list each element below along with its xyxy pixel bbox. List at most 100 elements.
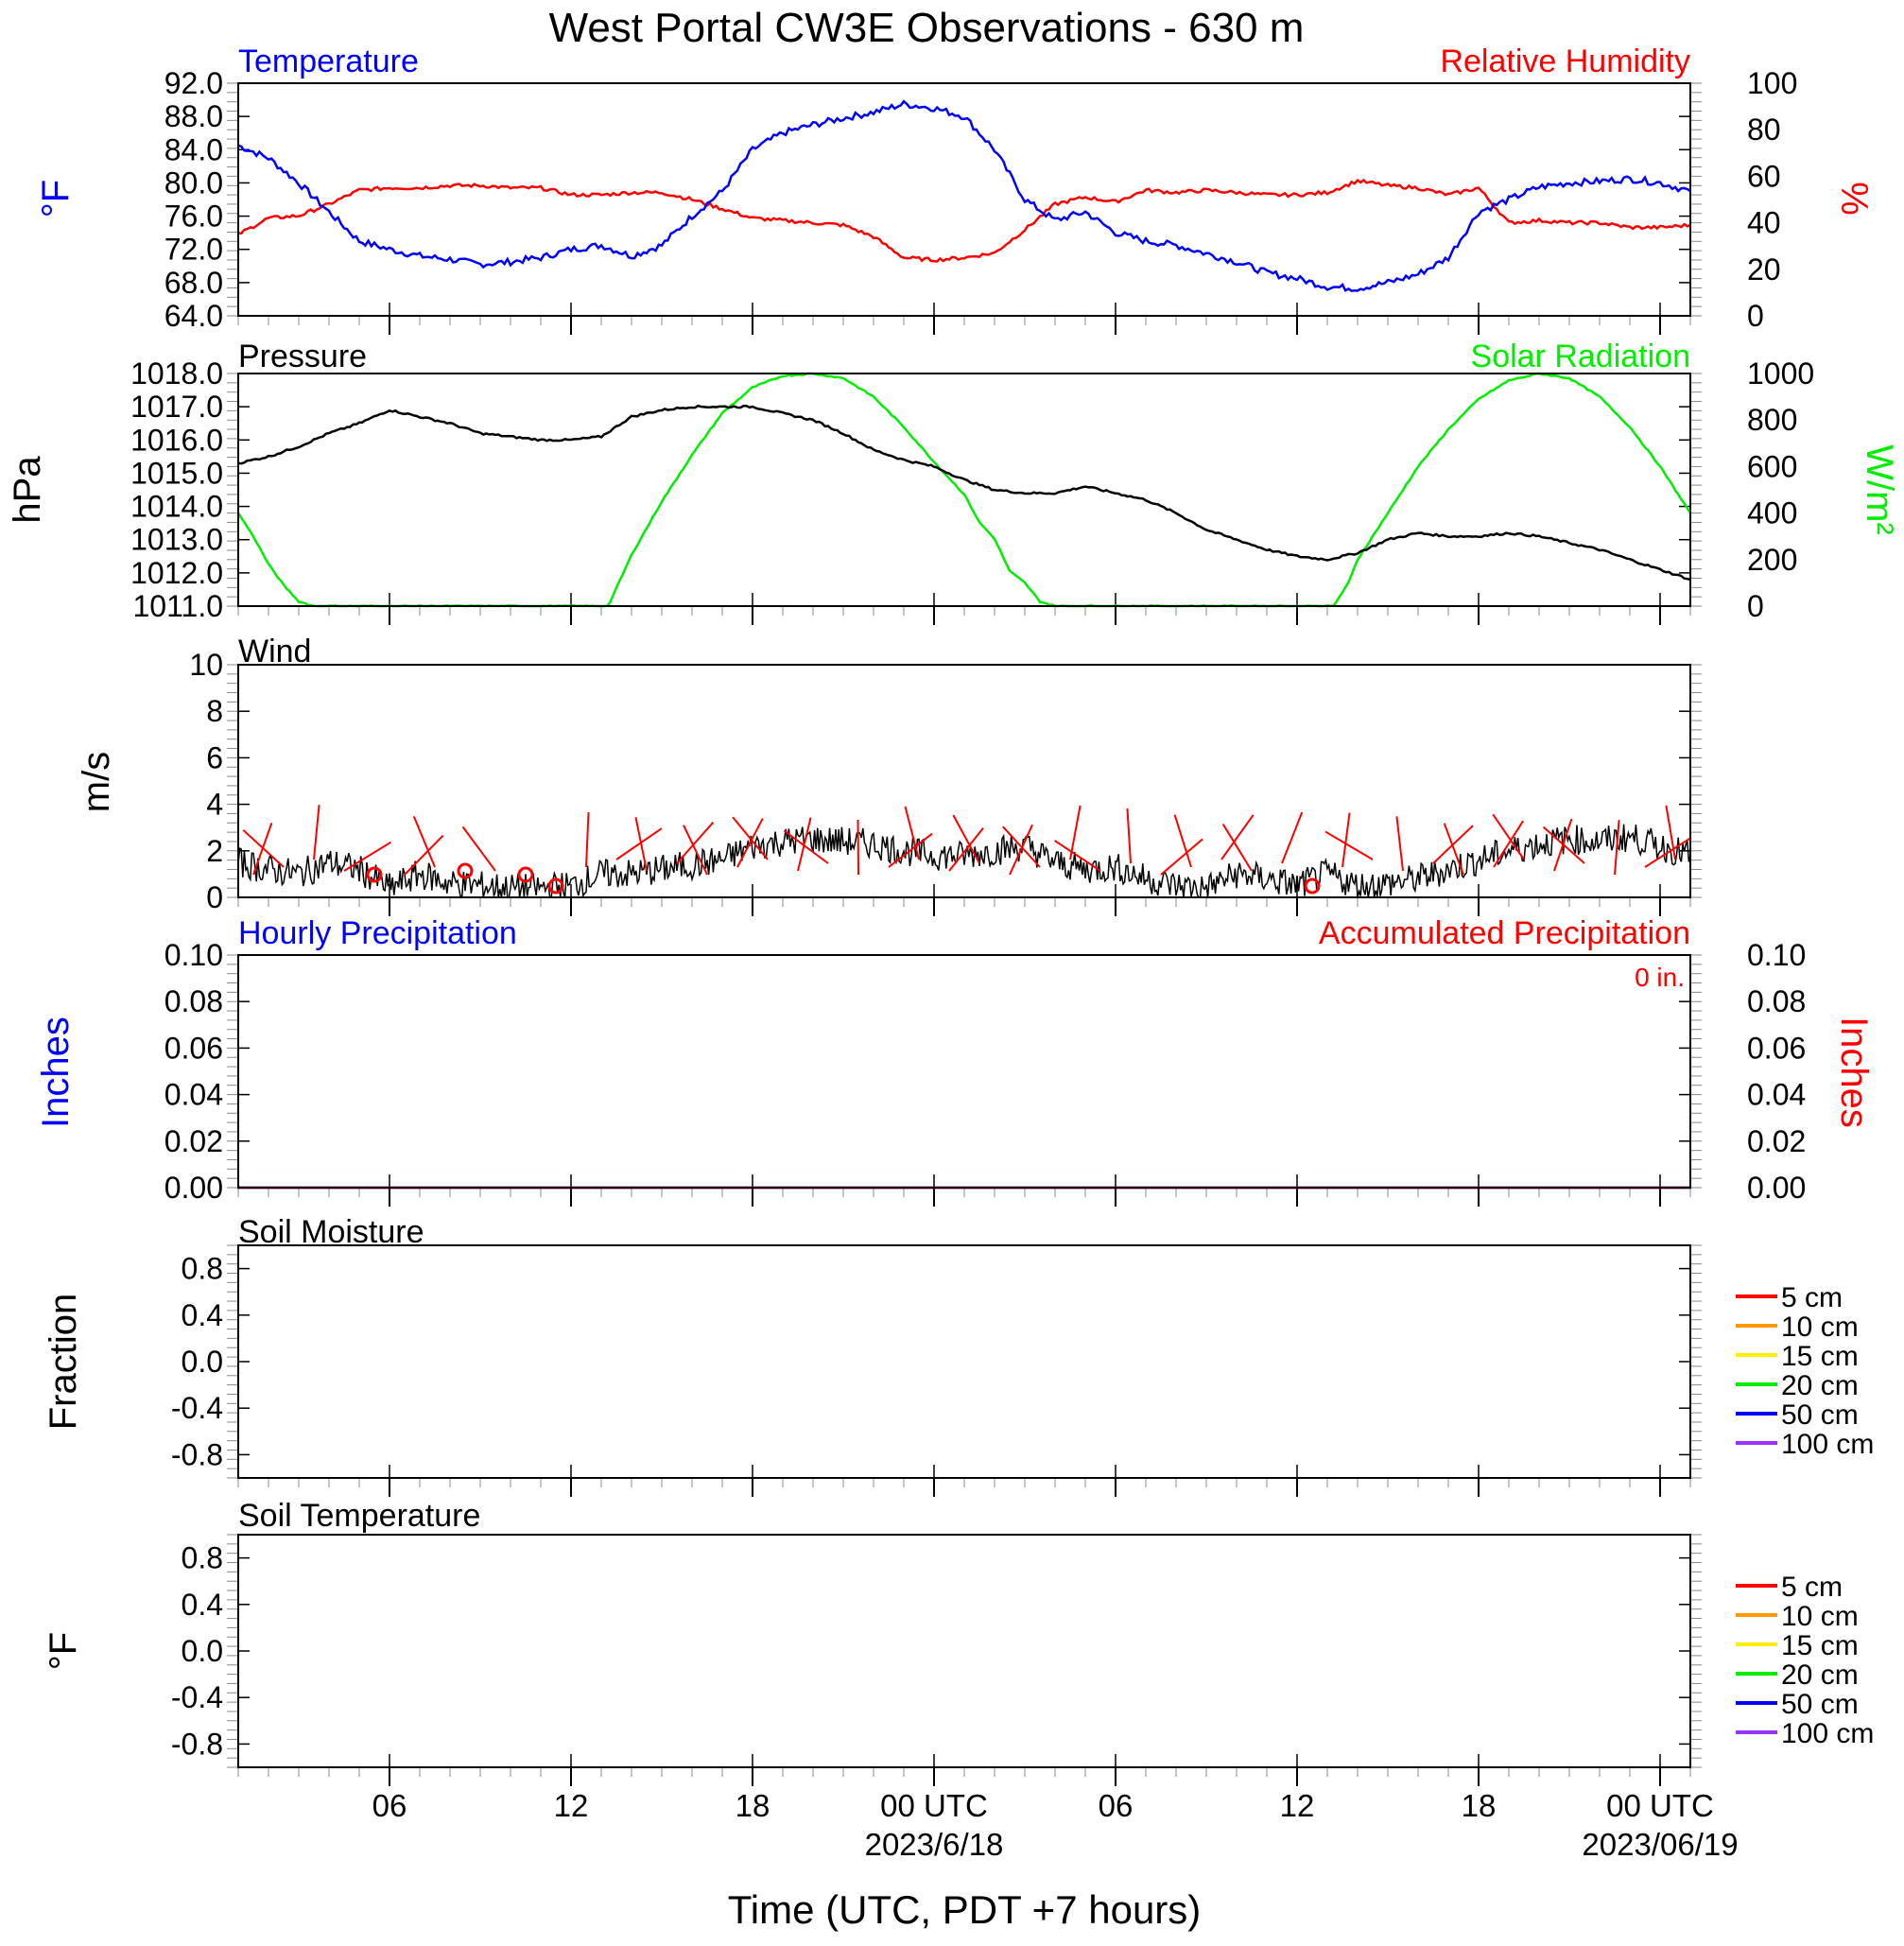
panel-temperature-humidity: Temperature Relative Humidity °F % 64.06… [35,43,1875,335]
legend-label: 5 cm [1781,1572,1843,1603]
hourly-precip-tick-labels: 0.00 0.02 0.04 0.06 0.08 0.10 [164,938,223,1205]
x-date-label: 2023/06/19 [1582,1827,1738,1862]
panel-frame [237,82,1691,317]
pressure-ylabel: hPa [7,456,48,524]
wind-barb [634,816,648,872]
y-tick-label: 76.0 [164,200,223,234]
wind-barb [676,821,715,864]
wind-barb [1173,814,1192,868]
wind-barb [1069,805,1082,860]
y-tick-label: 0 [1747,299,1764,333]
wind-barb [585,812,590,868]
panel-soil-moisture: Soil Moisture Fraction -0.8 -0.4 0.0 0.4 0.8… [43,1214,1874,1497]
y-tick-label: -0.4 [171,1391,223,1425]
pressure-tick-labels: 1011.01012.01013.01014.01015.01016.01017… [130,356,223,623]
y-tick-label: 0 [206,880,223,914]
wind-barb [1160,838,1203,876]
calm-wind-circle [366,866,383,883]
y-tick-label: 0.10 [1747,938,1806,972]
accum-precip-title: Accumulated Precipitation [1319,915,1690,951]
panel-frame [237,1244,1691,1479]
legend-label: 50 cm [1781,1399,1859,1431]
y-tick-label: 0.06 [164,1031,223,1065]
y-tick-label: 84.0 [164,132,223,166]
wind-tick-labels: 0 2 4 6 8 10 [189,648,223,914]
y-tick-label: 0.04 [1747,1078,1806,1112]
y-tick-label: 200 [1747,543,1797,577]
y-tick-label: 1015.0 [130,456,223,490]
wind-barb [1493,820,1525,868]
solar-line [236,372,1692,608]
temperature-ylabel: °F [35,180,77,217]
soil-moisture-ylabel: Fraction [43,1294,84,1431]
y-tick-label: 8 [206,694,223,728]
legend-label: 10 cm [1781,1312,1859,1343]
y-tick-label: 0.4 [182,1588,223,1622]
y-tick-label: 0.10 [164,938,223,972]
wind-barb [783,829,829,864]
y-tick-label: 1000 [1747,356,1814,391]
y-tick-label: -0.8 [171,1727,223,1761]
solar-ylabel: W/m² [1859,444,1900,535]
y-tick-label: 0.8 [182,1541,223,1575]
x-tick-label: 00 UTC [880,1788,988,1823]
y-tick-label: 400 [1747,496,1797,530]
wind-speed-line [237,824,1691,899]
pressure-solar-ticks [227,373,1702,625]
y-tick-label: 4 [206,788,223,822]
temperature-title: Temperature [238,43,419,79]
y-tick-label: 64.0 [164,299,223,333]
wind-barb [888,832,933,868]
wind-barb [343,841,391,872]
y-tick-label: 1011.0 [133,589,224,623]
humidity-tick-labels: 0 20 40 60 80 100 [1747,66,1797,333]
y-tick-label: 0.00 [164,1171,223,1205]
soil-moisture-title: Soil Moisture [238,1214,424,1250]
panel-frame [237,954,1691,1189]
y-tick-label: 1018.0 [130,356,223,391]
y-tick-label: 92.0 [164,66,223,100]
panel-soil-temperature: Soil Temperature °F -0.8 -0.4 0.0 0.4 0.8 5 … [43,1498,1874,1786]
y-tick-label: 20 [1747,252,1781,287]
x-tick-label: 00 UTC [1606,1788,1714,1823]
y-tick-label: 0.0 [182,1345,223,1379]
accum-precip-tick-labels: 0.00 0.02 0.04 0.06 0.08 0.10 [1747,938,1806,1205]
temperature-tick-labels: 64.068.072.076.080.084.088.092.0 [164,66,223,333]
legend-label: 15 cm [1781,1630,1859,1661]
wind-barb [948,826,984,872]
accum-precip-value: 0 in. [1635,963,1685,992]
wind-barb [1002,825,1041,868]
legend-label: 50 cm [1781,1689,1859,1720]
wind-barb [1395,816,1404,872]
y-tick-label: 1014.0 [130,490,223,524]
precip-ticks [227,954,1702,1207]
wind-barb [404,834,444,876]
y-tick-label: 0.08 [164,984,223,1018]
panel-pressure-solar: Pressure Solar Radiation hPa W/m² 1011.0… [7,339,1900,625]
y-tick-label: 100 [1747,66,1797,100]
wind-barb [904,806,920,860]
y-tick-label: 2 [206,834,223,868]
calm-wind-circle [1304,877,1321,895]
wind-barb [1009,824,1033,876]
legend-label: 15 cm [1781,1341,1859,1372]
y-tick-label: 0 [1747,589,1764,623]
calm-wind-circle [517,866,534,883]
wind-barb [615,827,663,860]
x-tick-label: 12 [1280,1788,1315,1823]
accum-precip-ylabel: Inches [1833,1016,1875,1128]
y-tick-label: 1012.0 [130,556,223,590]
wind-barb [1054,840,1101,872]
solar-tick-labels: 0 200 400 600 800 1000 [1747,356,1814,623]
wind-barb [736,818,764,868]
solar-title: Solar Radiation [1471,339,1690,374]
x-axis-tick-labels: 06 12 18 00 UTC 2023/6/18 06 12 18 00 UTC 2023/06… [372,1788,1739,1862]
wind-barb [313,805,320,860]
panel-wind: Wind m/s 0 2 4 6 8 10 [76,634,1702,916]
pressure-line [237,404,1691,582]
soil-temp-ticks [227,1534,1702,1786]
wind-barb [1341,812,1351,868]
